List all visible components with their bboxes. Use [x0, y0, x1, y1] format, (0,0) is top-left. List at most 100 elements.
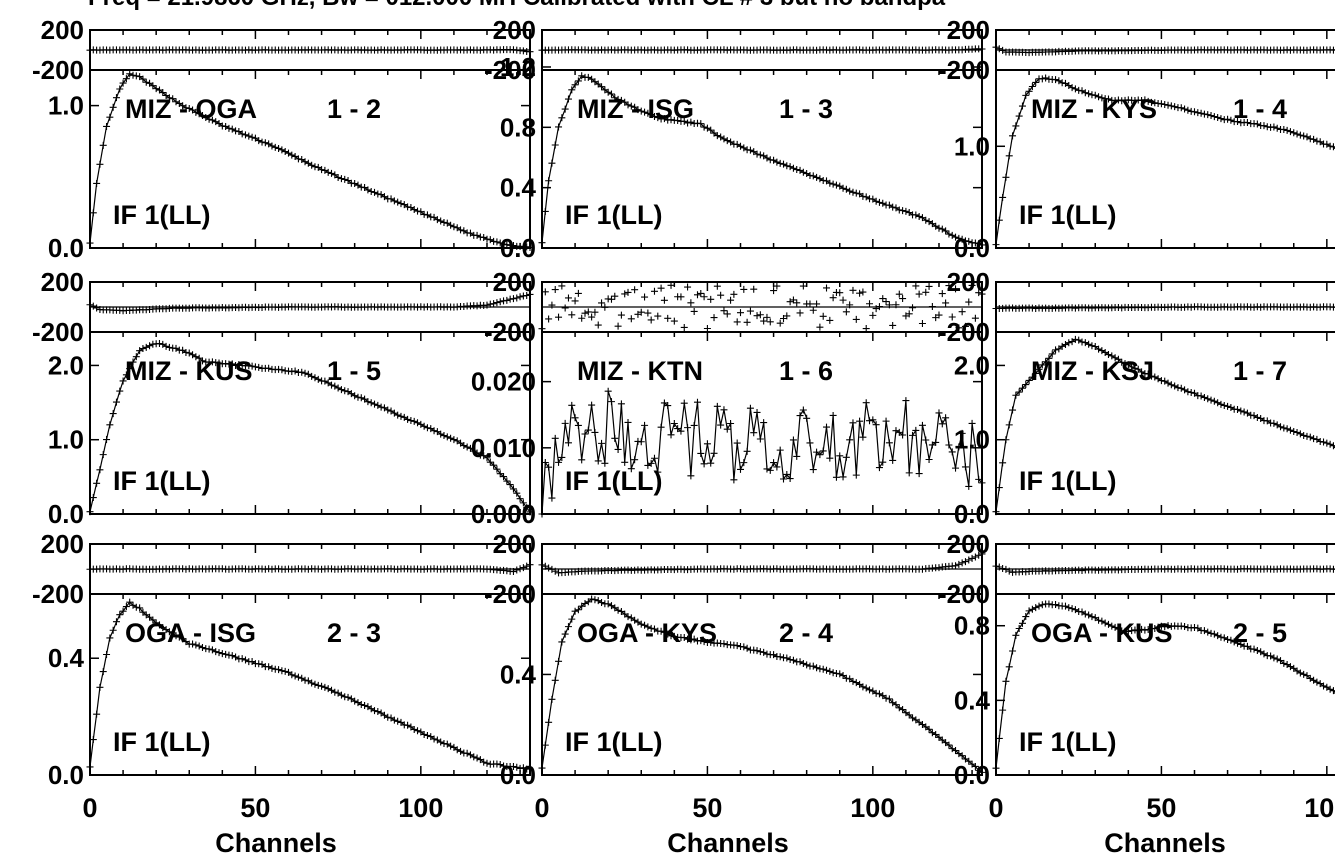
amplitude-point: [447, 434, 455, 442]
amplitude-point: [132, 603, 140, 611]
phase-point: [753, 312, 761, 320]
amplitude-point: [255, 137, 263, 145]
amplitude-point: [545, 463, 553, 471]
amplitude-point: [314, 681, 322, 689]
amplitude-point: [1085, 611, 1093, 619]
amplitude-point: [215, 359, 223, 367]
amplitude-point: [112, 398, 120, 406]
amplitude-point: [1111, 97, 1119, 105]
amplitude-point: [574, 77, 582, 85]
amplitude-point: [1052, 601, 1060, 609]
amplitude-tick-label: 1.0: [954, 131, 990, 161]
amplitude-point: [165, 628, 173, 636]
amplitude-point: [404, 415, 412, 423]
amplitude-point: [1085, 340, 1093, 348]
amplitude-point: [109, 626, 117, 634]
amplitude-tick-label: 0.000: [471, 499, 536, 529]
amplitude-point: [1101, 619, 1109, 627]
amplitude-point: [453, 746, 461, 754]
amplitude-point: [545, 177, 553, 185]
amplitude-point: [551, 434, 559, 442]
amplitude-point: [598, 83, 606, 91]
amplitude-point: [1005, 152, 1013, 160]
amplitude-point: [558, 638, 566, 646]
phase-point: [935, 564, 943, 572]
amplitude-point: [516, 242, 524, 250]
amplitude-point: [1303, 432, 1311, 440]
amplitude-point: [275, 144, 283, 152]
amplitude-point: [423, 424, 431, 432]
amplitude-point: [680, 117, 688, 125]
phase-point: [799, 282, 807, 290]
amplitude-point: [430, 427, 438, 435]
amplitude-point: [1227, 636, 1235, 644]
amplitude-point: [1131, 364, 1139, 372]
amplitude-point: [414, 727, 422, 735]
amplitude-point: [503, 477, 511, 485]
amplitude-point: [869, 416, 877, 424]
phase-point: [513, 566, 521, 574]
amplitude-point: [1204, 395, 1212, 403]
amplitude-point: [667, 116, 675, 124]
baseline-pair-label: 2 - 3: [327, 618, 381, 648]
amplitude-point: [268, 664, 276, 672]
amplitude-point: [271, 143, 279, 151]
amplitude-point: [1104, 620, 1112, 628]
amplitude-point: [500, 240, 508, 248]
amplitude-point: [1091, 91, 1099, 99]
amplitude-point: [879, 199, 887, 207]
phase-point: [915, 290, 923, 298]
phase-point: [743, 318, 751, 326]
amplitude-point: [1167, 102, 1175, 110]
amplitude-point: [660, 628, 668, 636]
amplitude-point: [670, 420, 678, 428]
phase-point: [86, 301, 94, 309]
amplitude-point: [119, 607, 127, 615]
amplitude-point: [720, 135, 728, 143]
amplitude-point: [667, 632, 675, 640]
amplitude-point: [624, 101, 632, 109]
amplitude-point: [364, 186, 372, 194]
phase-point: [707, 295, 715, 303]
phase-tick-label: 200: [947, 267, 990, 297]
amplitude-point: [129, 358, 137, 366]
amplitude-point: [351, 697, 359, 705]
amplitude-point: [1111, 623, 1119, 631]
phase-point: [700, 293, 708, 301]
figure-title: Freq = 21.9860 GHz, Bw = 012.000 MH Cali…: [88, 0, 946, 11]
amplitude-tick-label: 0.0: [954, 499, 990, 529]
amplitude-point: [371, 188, 379, 196]
amplitude-point: [849, 419, 857, 427]
amplitude-point: [275, 666, 283, 674]
phase-point: [889, 321, 897, 329]
phase-point: [713, 282, 721, 290]
panel-9: 0.0 0.4 0.8 200 -200 0 50 100 OGA - KUS 2 - 5 IF 1…: [938, 529, 1335, 823]
amplitude-point: [872, 197, 880, 205]
amplitude-point: [667, 431, 675, 439]
amplitude-point: [1184, 388, 1192, 396]
amplitude-point: [614, 606, 622, 614]
amplitude-point: [99, 451, 107, 459]
phase-point: [677, 293, 685, 301]
amplitude-point: [93, 710, 101, 718]
phase-point: [697, 289, 705, 297]
amplitude-point: [509, 485, 517, 493]
amplitude-point: [1012, 631, 1020, 639]
amplitude-point: [146, 342, 154, 350]
amplitude-point: [1286, 426, 1294, 434]
amplitude-point: [690, 421, 698, 429]
amplitude-point: [786, 163, 794, 171]
amplitude-point: [351, 180, 359, 188]
phase-point: [955, 560, 963, 568]
amplitude-point: [1329, 143, 1335, 151]
amplitude-point: [703, 440, 711, 448]
amplitude-point: [1015, 388, 1023, 396]
amplitude-point: [241, 131, 249, 139]
phase-point: [905, 310, 913, 318]
amplitude-point: [496, 239, 504, 247]
amplitude-point: [832, 473, 840, 481]
x-tick-label: 0: [988, 793, 1003, 823]
amplitude-point: [371, 707, 379, 715]
amplitude-point: [457, 226, 465, 234]
amplitude-point: [684, 635, 692, 643]
